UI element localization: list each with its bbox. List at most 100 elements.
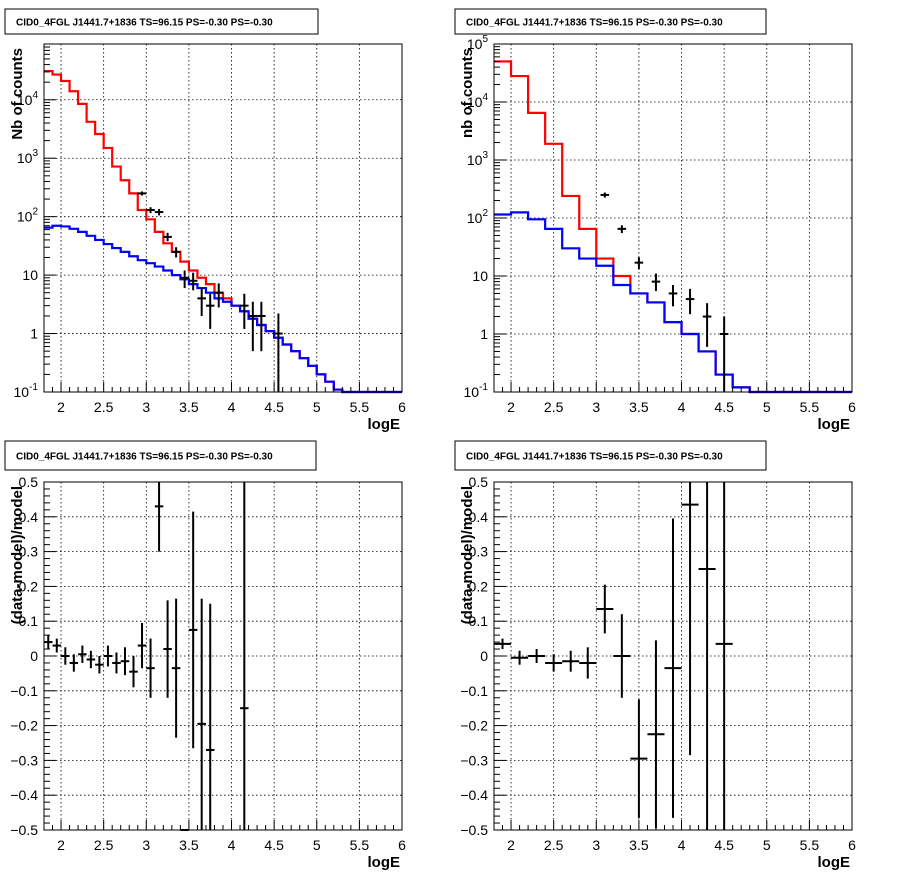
y-tick-label: 0.5 <box>469 474 489 490</box>
y-tick-label: −0.5 <box>460 822 488 838</box>
x-axis: 2 2.5 3 3.5 4 4.5 5 5.5 6 <box>493 820 856 853</box>
x-tick-label: 4 <box>678 837 686 853</box>
y-tick-label: −0.2 <box>460 718 488 734</box>
y-tick-label: 1 <box>480 326 488 342</box>
x-tick-label: 3.5 <box>179 837 199 853</box>
y-tick-label: 0.5 <box>19 474 39 490</box>
x-tick-label: 5.5 <box>800 837 820 853</box>
model-histogram-total <box>44 69 402 394</box>
chart-title: CID0_4FGL J1441.7+1836 TS=96.15 PS=-0.30… <box>466 18 723 29</box>
x-tick-label: 3 <box>592 837 600 853</box>
y-tick-label: 0.3 <box>19 544 39 560</box>
x-tick-label: 3.5 <box>179 399 199 415</box>
x-tick-label: 6 <box>848 399 856 415</box>
model-histogram-background <box>44 224 402 394</box>
y-tick-label: −0.1 <box>10 683 38 699</box>
x-tick-label: 4.5 <box>264 837 284 853</box>
plot-frame <box>43 43 403 393</box>
y-tick-label: 0 <box>30 648 38 664</box>
x-tick-label: 5 <box>313 399 321 415</box>
x-tick-label: 5 <box>313 837 321 853</box>
title-box <box>454 8 767 35</box>
chart-title: CID0_4FGL J1441.7+1836 TS=96.15 PS=-0.30… <box>16 18 273 29</box>
y-tick-label: 102 <box>467 208 489 226</box>
x-tick-label: 2.5 <box>544 837 564 853</box>
title-box <box>4 440 317 471</box>
title-box <box>454 440 767 471</box>
residuals-panel-left: 2 2.5 3 3.5 4 4.5 5 5.5 6logE−0.5−0.4−0.3−0.2−0.… <box>4 440 406 871</box>
model-histogram-total <box>494 60 852 394</box>
y-axis-label: nb of counts <box>459 48 476 138</box>
y-tick-label: 10-1 <box>14 382 39 400</box>
y-tick-label: 0.2 <box>19 578 39 594</box>
chart-title: CID0_4FGL J1441.7+1836 TS=96.15 PS=-0.30… <box>466 452 723 463</box>
x-tick-label: 5.5 <box>350 837 370 853</box>
y-axis-label: Nb of counts <box>9 48 26 140</box>
data-points <box>600 192 729 392</box>
y-axis: −0.5 −0.4 −0.3 −0.2 −0.1 0 0.1 0.2 0.3 0.4 0.5 <box>10 474 56 838</box>
x-tick-label: 2 <box>507 399 515 415</box>
y-tick-label: 0.1 <box>19 613 39 629</box>
y-axis-label: (data-model)/model <box>459 486 476 624</box>
residual-points <box>44 482 249 831</box>
y-tick-label: 103 <box>17 148 39 166</box>
x-tick-label: 3 <box>142 837 150 853</box>
x-axis: 2 2.5 3 3.5 4 4.5 5 5.5 6 <box>43 382 406 415</box>
x-tick-label: 3.5 <box>629 837 649 853</box>
x-tick-label: 2 <box>57 399 65 415</box>
x-tick-label: 5 <box>763 399 771 415</box>
y-tick-label: 0.1 <box>469 613 489 629</box>
grid-lines <box>44 481 403 831</box>
y-tick-label: 102 <box>17 207 39 225</box>
x-tick-label: 3.5 <box>629 399 649 415</box>
x-tick-label: 2 <box>507 837 515 853</box>
x-tick-label: 4 <box>228 837 236 853</box>
y-tick-label: 10 <box>472 268 488 284</box>
y-tick-label: −0.1 <box>460 683 488 699</box>
x-axis-label: logE <box>818 416 851 433</box>
x-tick-label: 4.5 <box>264 399 284 415</box>
y-axis: 10-1 1 10 102 103 104 <box>14 43 56 400</box>
x-tick-label: 4.5 <box>714 399 734 415</box>
x-tick-label: 2.5 <box>94 837 114 853</box>
x-tick-label: 6 <box>398 837 406 853</box>
y-tick-label: 103 <box>467 150 489 168</box>
y-tick-label: 104 <box>17 90 39 108</box>
y-tick-label: 0.4 <box>19 509 39 525</box>
y-tick-label: −0.3 <box>460 752 488 768</box>
x-tick-label: 5.5 <box>800 399 820 415</box>
residual-points <box>494 482 733 830</box>
x-tick-label: 3 <box>142 399 150 415</box>
y-tick-label: −0.4 <box>10 787 38 803</box>
x-axis-label: logE <box>818 854 851 871</box>
y-tick-label: 10-1 <box>464 382 489 400</box>
y-tick-label: 0.2 <box>469 578 489 594</box>
x-axis: 2 2.5 3 3.5 4 4.5 5 5.5 6 <box>493 382 856 415</box>
x-tick-label: 6 <box>848 837 856 853</box>
y-tick-label: 1 <box>30 326 38 342</box>
x-tick-label: 2.5 <box>544 399 564 415</box>
x-tick-label: 4 <box>228 399 236 415</box>
y-tick-label: 104 <box>467 92 489 110</box>
x-tick-label: 3 <box>592 399 600 415</box>
y-tick-label: −0.4 <box>460 787 488 803</box>
title-box <box>4 8 319 35</box>
x-tick-label: 5 <box>763 837 771 853</box>
x-axis: 2 2.5 3 3.5 4 4.5 5 5.5 6 <box>43 820 406 853</box>
y-axis-label: (data-model)/model <box>9 486 26 624</box>
x-tick-label: 2.5 <box>94 399 114 415</box>
y-tick-label: −0.3 <box>10 752 38 768</box>
x-axis-label: logE <box>368 416 401 433</box>
y-tick-label: −0.5 <box>10 822 38 838</box>
x-tick-label: 6 <box>398 399 406 415</box>
chart-title: CID0_4FGL J1441.7+1836 TS=96.15 PS=-0.30… <box>16 452 273 463</box>
x-tick-label: 4.5 <box>714 837 734 853</box>
y-tick-label: 0.4 <box>469 509 489 525</box>
data-points <box>137 191 283 392</box>
x-tick-label: 2 <box>57 837 65 853</box>
y-tick-label: 0.3 <box>469 544 489 560</box>
